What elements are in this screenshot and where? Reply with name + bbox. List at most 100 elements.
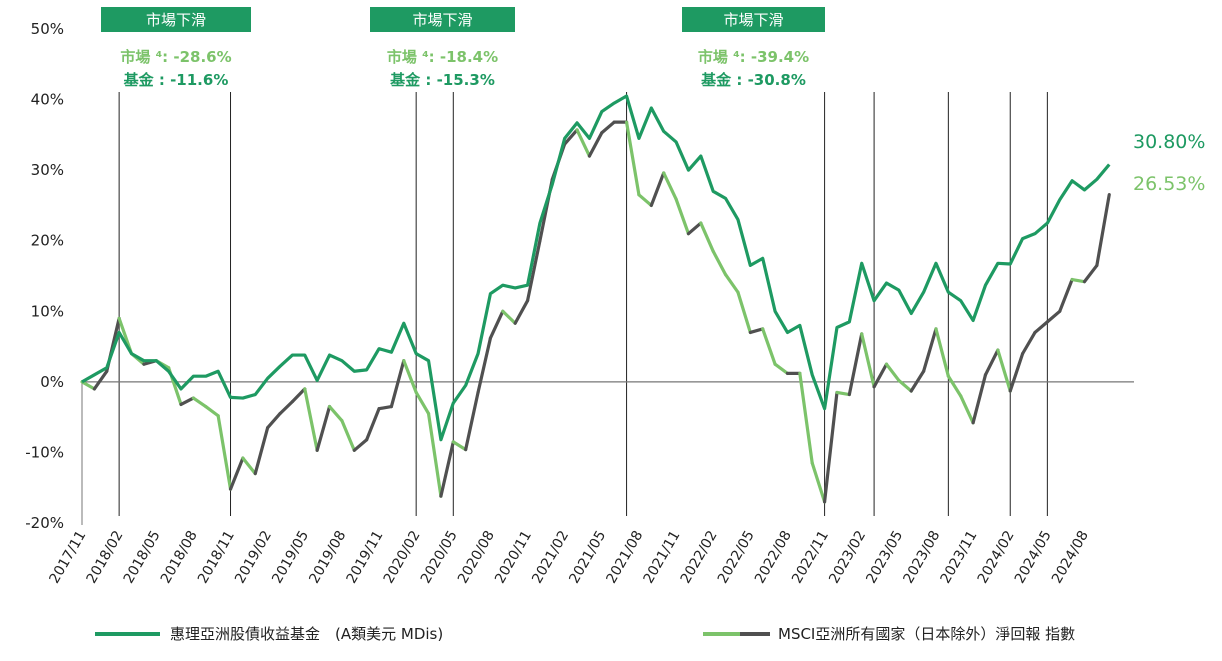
y-tick-label: 10% bbox=[31, 302, 64, 320]
index-line-segment bbox=[1070, 277, 1087, 284]
index-line-segment bbox=[884, 362, 901, 383]
index-line-segment bbox=[92, 369, 109, 391]
banner-label: 市場下滑 bbox=[412, 11, 472, 29]
index-line-segment bbox=[80, 380, 96, 391]
index-line-segment bbox=[501, 309, 517, 325]
fund-drawdown: 基金 : -11.6% bbox=[123, 71, 229, 89]
index-line-segment bbox=[860, 332, 876, 389]
index-line-segment bbox=[996, 348, 1012, 393]
end-label-fund: 30.80% bbox=[1133, 131, 1205, 153]
event-lines bbox=[118, 92, 1048, 516]
index-line-segment bbox=[179, 396, 195, 407]
index-line-segment bbox=[216, 414, 233, 491]
index-line-segment bbox=[624, 120, 641, 197]
legend: 惠理亞洲股債收益基金 (A類美元 MDis) MSCI亞洲所有國家（日本除外）淨… bbox=[95, 625, 1075, 643]
index-line-segment bbox=[340, 419, 356, 452]
downturn-banner bbox=[682, 7, 825, 32]
index-line-segment bbox=[228, 456, 245, 491]
index-line-segment bbox=[241, 456, 257, 476]
index-line-segment bbox=[278, 400, 294, 416]
index-line-segment bbox=[748, 327, 765, 335]
y-tick-label: 40% bbox=[31, 91, 64, 109]
index-line-segment bbox=[377, 404, 394, 411]
x-axis-ticks: 2017/112018/022018/052018/082018/112019/… bbox=[47, 528, 1092, 586]
index-line-segment bbox=[1008, 352, 1025, 393]
x-tick-label: 2024/08 bbox=[1049, 528, 1092, 586]
market-drawdown: 市場 ⁴: -28.6% bbox=[120, 48, 231, 66]
index-line-segment bbox=[662, 171, 678, 201]
index-line-segment bbox=[563, 128, 579, 146]
index-line-segment bbox=[575, 128, 592, 158]
index-line-segment bbox=[365, 407, 381, 442]
index-line-segment bbox=[773, 362, 790, 375]
index-line-segment bbox=[934, 327, 950, 378]
fund-drawdown: 基金 : -30.8% bbox=[700, 71, 806, 89]
index-line-segment bbox=[921, 327, 938, 373]
index-line-segment bbox=[402, 359, 418, 395]
index-line-segment bbox=[191, 396, 208, 409]
market-drawdown: 市場 ⁴: -39.4% bbox=[698, 48, 809, 66]
index-line-segment bbox=[253, 426, 270, 476]
index-line-segment bbox=[1095, 193, 1111, 268]
index-line-segment bbox=[674, 197, 691, 236]
index-line-segment bbox=[649, 171, 666, 208]
y-tick-label: 30% bbox=[31, 161, 64, 179]
index-line-segment bbox=[488, 309, 505, 340]
index-line-segment bbox=[686, 221, 703, 236]
y-axis-ticks: 50% 40% 30% 20% 10% 0% -10% -20% bbox=[25, 20, 64, 532]
index-line-segment bbox=[971, 373, 988, 425]
index-line-segment bbox=[723, 272, 740, 294]
index-line-segment bbox=[587, 131, 604, 158]
index-line-segment bbox=[847, 332, 864, 397]
series-lines bbox=[80, 94, 1111, 504]
fund-line bbox=[81, 94, 1111, 442]
legend-label-fund: 惠理亞洲股債收益基金 (A類美元 MDis) bbox=[170, 625, 443, 643]
y-tick-label: 50% bbox=[31, 20, 64, 38]
index-line-segment bbox=[1033, 320, 1049, 335]
index-line-segment bbox=[983, 348, 1000, 377]
index-line-segment bbox=[389, 359, 406, 409]
index-line-segment bbox=[946, 374, 963, 398]
index-line-segment bbox=[897, 378, 913, 393]
index-line-segment bbox=[761, 327, 777, 366]
index-line-segment bbox=[204, 404, 220, 418]
y-tick-label: -20% bbox=[25, 514, 64, 532]
y-tick-label: 20% bbox=[31, 232, 64, 250]
downturn-banner bbox=[101, 7, 251, 32]
index-line-segment bbox=[699, 221, 715, 253]
index-line-segment bbox=[451, 440, 468, 452]
index-line-segment bbox=[1021, 330, 1037, 356]
index-line-segment bbox=[1058, 277, 1074, 313]
index-line-segment bbox=[711, 249, 728, 277]
index-line-segment bbox=[414, 390, 431, 416]
index-line-segment bbox=[464, 390, 480, 452]
index-line-segment bbox=[327, 404, 344, 423]
market-drawdown: 市場 ⁴: -18.4% bbox=[387, 48, 498, 66]
index-line-segment bbox=[1082, 263, 1099, 284]
index-line-segment bbox=[290, 387, 307, 404]
index-line-segment bbox=[736, 290, 752, 335]
end-label-index: 26.53% bbox=[1133, 173, 1205, 195]
index-line-segment bbox=[822, 390, 839, 504]
banner-label: 市場下滑 bbox=[146, 11, 206, 29]
index-line-segment bbox=[426, 412, 443, 498]
index-line-segment bbox=[909, 369, 926, 393]
y-tick-label: 0% bbox=[40, 373, 64, 391]
banner-label: 市場下滑 bbox=[723, 11, 783, 29]
index-line-segment bbox=[600, 120, 616, 135]
legend-label-index: MSCI亞洲所有國家（日本除外）淨回報 指數 bbox=[778, 625, 1075, 643]
index-line-segment bbox=[439, 440, 455, 498]
index-line-segment bbox=[835, 390, 851, 397]
index-line-segment bbox=[798, 371, 814, 465]
index-line-segment bbox=[525, 239, 542, 303]
fund-drawdown: 基金 : -15.3% bbox=[389, 71, 495, 89]
index-line-segment bbox=[872, 362, 889, 389]
index-line-segment bbox=[352, 438, 369, 452]
y-tick-label: -10% bbox=[25, 443, 64, 461]
index-line-segment bbox=[476, 336, 493, 395]
index-line-segment bbox=[513, 299, 530, 325]
